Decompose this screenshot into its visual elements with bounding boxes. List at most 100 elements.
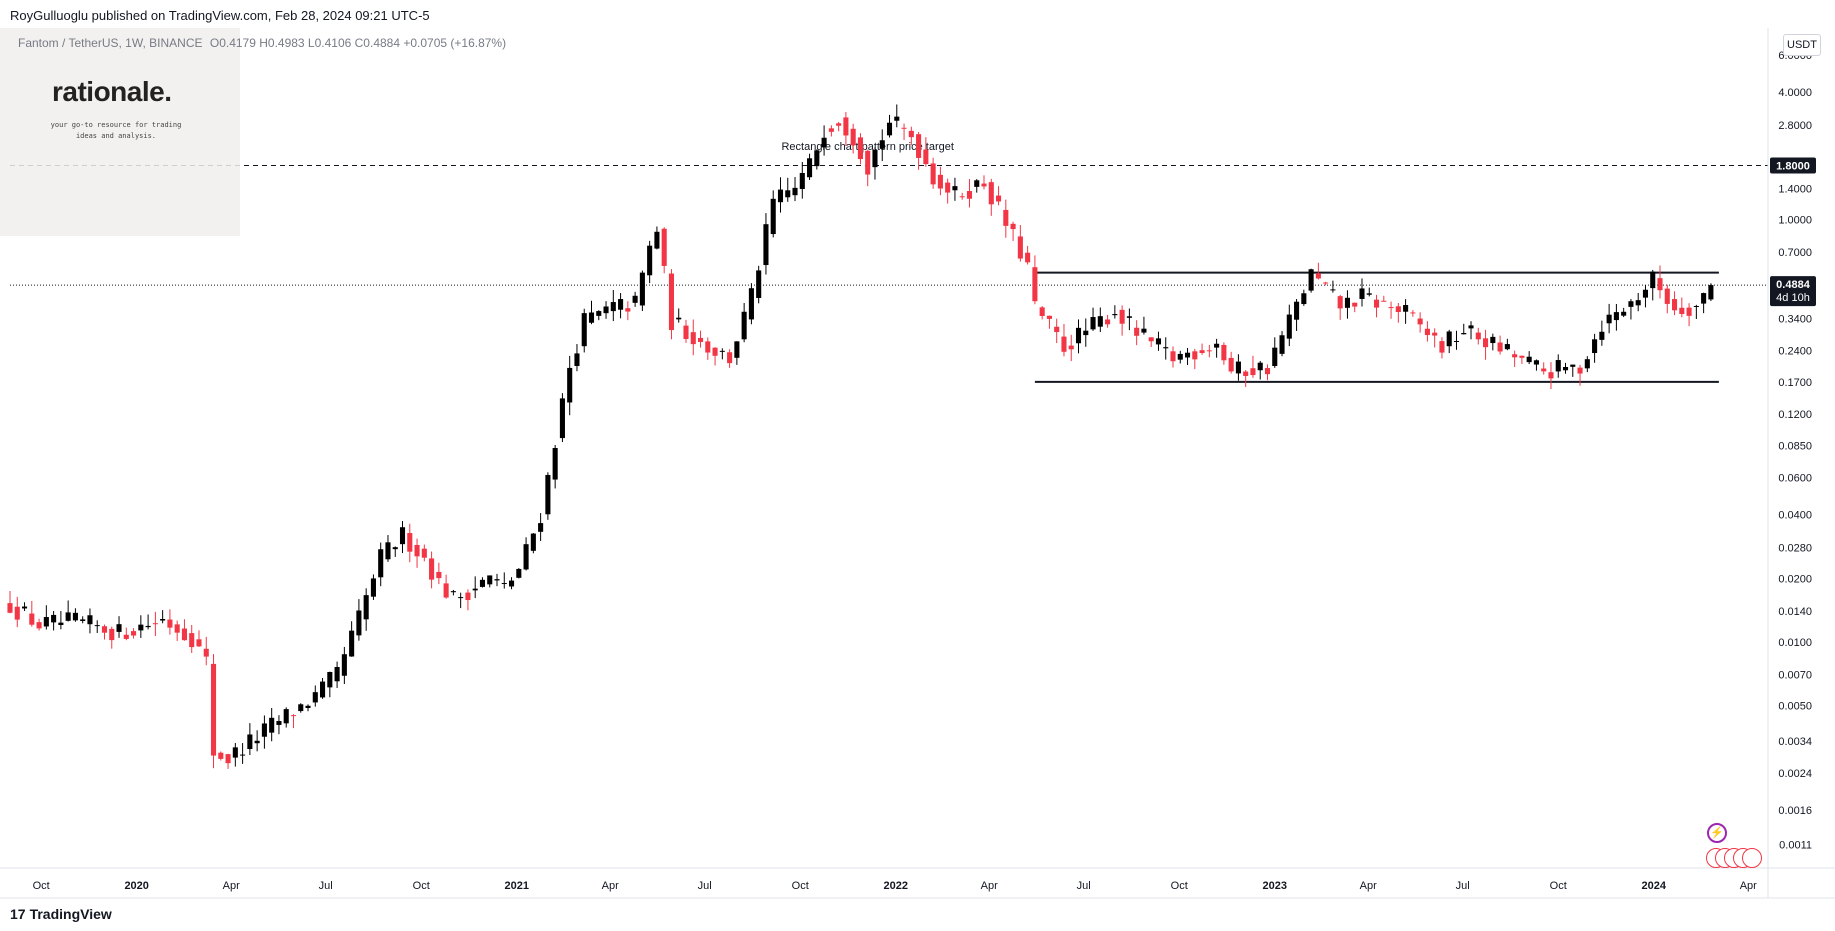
candle-body	[552, 447, 558, 480]
candle-body	[1570, 364, 1576, 367]
y-tick-label: 0.3400	[1778, 313, 1812, 325]
candle-body	[545, 474, 551, 515]
candle-body	[349, 630, 355, 657]
y-tick-label: 0.0140	[1778, 606, 1812, 618]
candle-body	[450, 591, 456, 593]
currency-button[interactable]: USDT	[1783, 34, 1821, 56]
candle-body	[908, 130, 914, 138]
candle-body	[1301, 293, 1307, 305]
candle-body	[1126, 316, 1132, 318]
candle-body	[1490, 336, 1496, 344]
candle-body	[516, 568, 522, 578]
y-tick-label: 0.0070	[1778, 670, 1812, 682]
candle-body	[1214, 343, 1220, 348]
candle-body	[174, 624, 180, 633]
y-tick-label: 0.0050	[1778, 700, 1812, 712]
candle-body	[1410, 312, 1416, 314]
candle-body	[814, 150, 820, 167]
candle-body	[1577, 367, 1583, 374]
candle-body	[1003, 209, 1009, 226]
candle-body	[189, 633, 195, 648]
y-tick-label: 1.0000	[1778, 214, 1812, 226]
candle-body	[719, 350, 725, 352]
tradingview-logo-icon[interactable]: 17 TradingView	[10, 906, 112, 922]
candle-body	[690, 332, 696, 345]
x-tick-label: Apr	[981, 880, 998, 892]
candle-body	[436, 571, 442, 579]
candle-body	[886, 122, 893, 136]
candle-body	[683, 325, 689, 340]
candle-body	[988, 182, 994, 205]
candle-body	[1235, 361, 1241, 374]
candle-body	[567, 367, 573, 403]
candle-body	[1141, 328, 1147, 333]
candle-body	[196, 639, 202, 647]
y-tick-label: 0.0850	[1778, 441, 1812, 453]
candle-body	[1046, 315, 1052, 319]
candle-body	[145, 625, 151, 628]
candle-body	[1083, 330, 1089, 336]
candle-body	[523, 544, 529, 570]
candle-body	[1068, 345, 1074, 350]
candle-body	[7, 603, 13, 613]
x-tick-label: Oct	[413, 880, 430, 892]
candle-body	[1679, 307, 1685, 315]
candle-body	[538, 523, 544, 532]
current-price-label: 0.4884	[1776, 279, 1811, 291]
candle-body	[356, 610, 362, 636]
candle-body	[123, 634, 129, 639]
flag-icon[interactable]	[1706, 848, 1762, 868]
candle-body	[443, 583, 449, 598]
candle-body	[1621, 311, 1627, 316]
candle-body	[1025, 252, 1031, 263]
candle-body	[625, 308, 631, 312]
candle-body	[1613, 312, 1619, 321]
candle-body	[1628, 301, 1634, 307]
candle-body	[661, 228, 667, 266]
x-tick-label: Apr	[1740, 880, 1757, 892]
y-tick-label: 0.0600	[1778, 472, 1812, 484]
candle-body	[1686, 307, 1692, 316]
candle-body	[1134, 327, 1140, 336]
candle-body	[530, 533, 536, 551]
candle-body	[1432, 332, 1438, 336]
candle-body	[341, 654, 347, 676]
candle-body	[465, 592, 471, 601]
candle-body	[981, 183, 987, 187]
candle-body	[320, 681, 326, 698]
watermark-logo: rationale. your go-to resource for tradi…	[0, 28, 240, 236]
candle-body	[785, 190, 791, 198]
candle-body	[821, 137, 827, 148]
footer-brand: TradingView	[29, 906, 112, 922]
candle-body	[501, 583, 507, 585]
candle-body	[218, 752, 224, 759]
candle-body	[770, 198, 776, 235]
candle-body	[632, 295, 638, 303]
candle-body	[116, 624, 122, 632]
candle-body	[1112, 314, 1118, 316]
candle-body	[494, 579, 500, 581]
candle-body	[51, 614, 57, 623]
candle-body	[312, 692, 318, 703]
candle-body	[1533, 360, 1539, 365]
candle-body	[29, 613, 35, 625]
candle-body	[203, 648, 209, 657]
candle-body	[828, 128, 834, 132]
y-tick-label: 0.0016	[1778, 805, 1812, 817]
candle-body	[1315, 273, 1321, 279]
candle-body	[1097, 316, 1103, 327]
candle-body	[1090, 317, 1096, 330]
x-tick-label: 2020	[124, 880, 148, 892]
candle-body	[923, 149, 929, 165]
candle-body	[712, 347, 718, 356]
flash-icon[interactable]: ⚡	[1707, 823, 1727, 843]
candle-body	[1424, 328, 1430, 336]
x-tick-label: Oct	[1171, 880, 1188, 892]
candle-body	[1403, 305, 1409, 312]
candle-body	[14, 606, 20, 620]
candle-body	[668, 273, 675, 331]
candle-body	[1635, 300, 1641, 306]
candle-body	[1075, 327, 1082, 344]
candle-body	[305, 705, 311, 708]
